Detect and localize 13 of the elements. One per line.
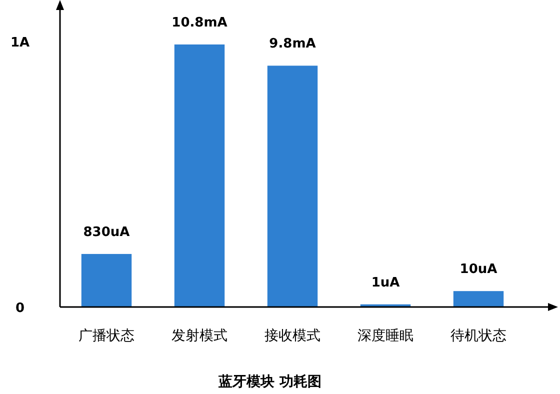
y-tick-label: 0 xyxy=(15,300,25,316)
text: 蓝牙模块 功耗图 xyxy=(218,374,322,390)
x-tick-label: 发射模式 xyxy=(172,328,228,344)
y-tick-label: 1A xyxy=(10,36,30,51)
annotation: 9.8mA xyxy=(269,36,316,52)
annotation: 830uA xyxy=(83,224,130,240)
x-tick-label: 广播状态 xyxy=(78,328,134,344)
annotation: 10.8mA xyxy=(172,15,228,30)
x-tick-label: 深度睡眠 xyxy=(358,328,414,344)
x-tick-label: 待机状态 xyxy=(450,328,506,344)
x-tick-label: 接收模式 xyxy=(264,328,320,344)
annotation: 1uA xyxy=(371,275,400,290)
annotation: 10uA xyxy=(460,262,498,278)
